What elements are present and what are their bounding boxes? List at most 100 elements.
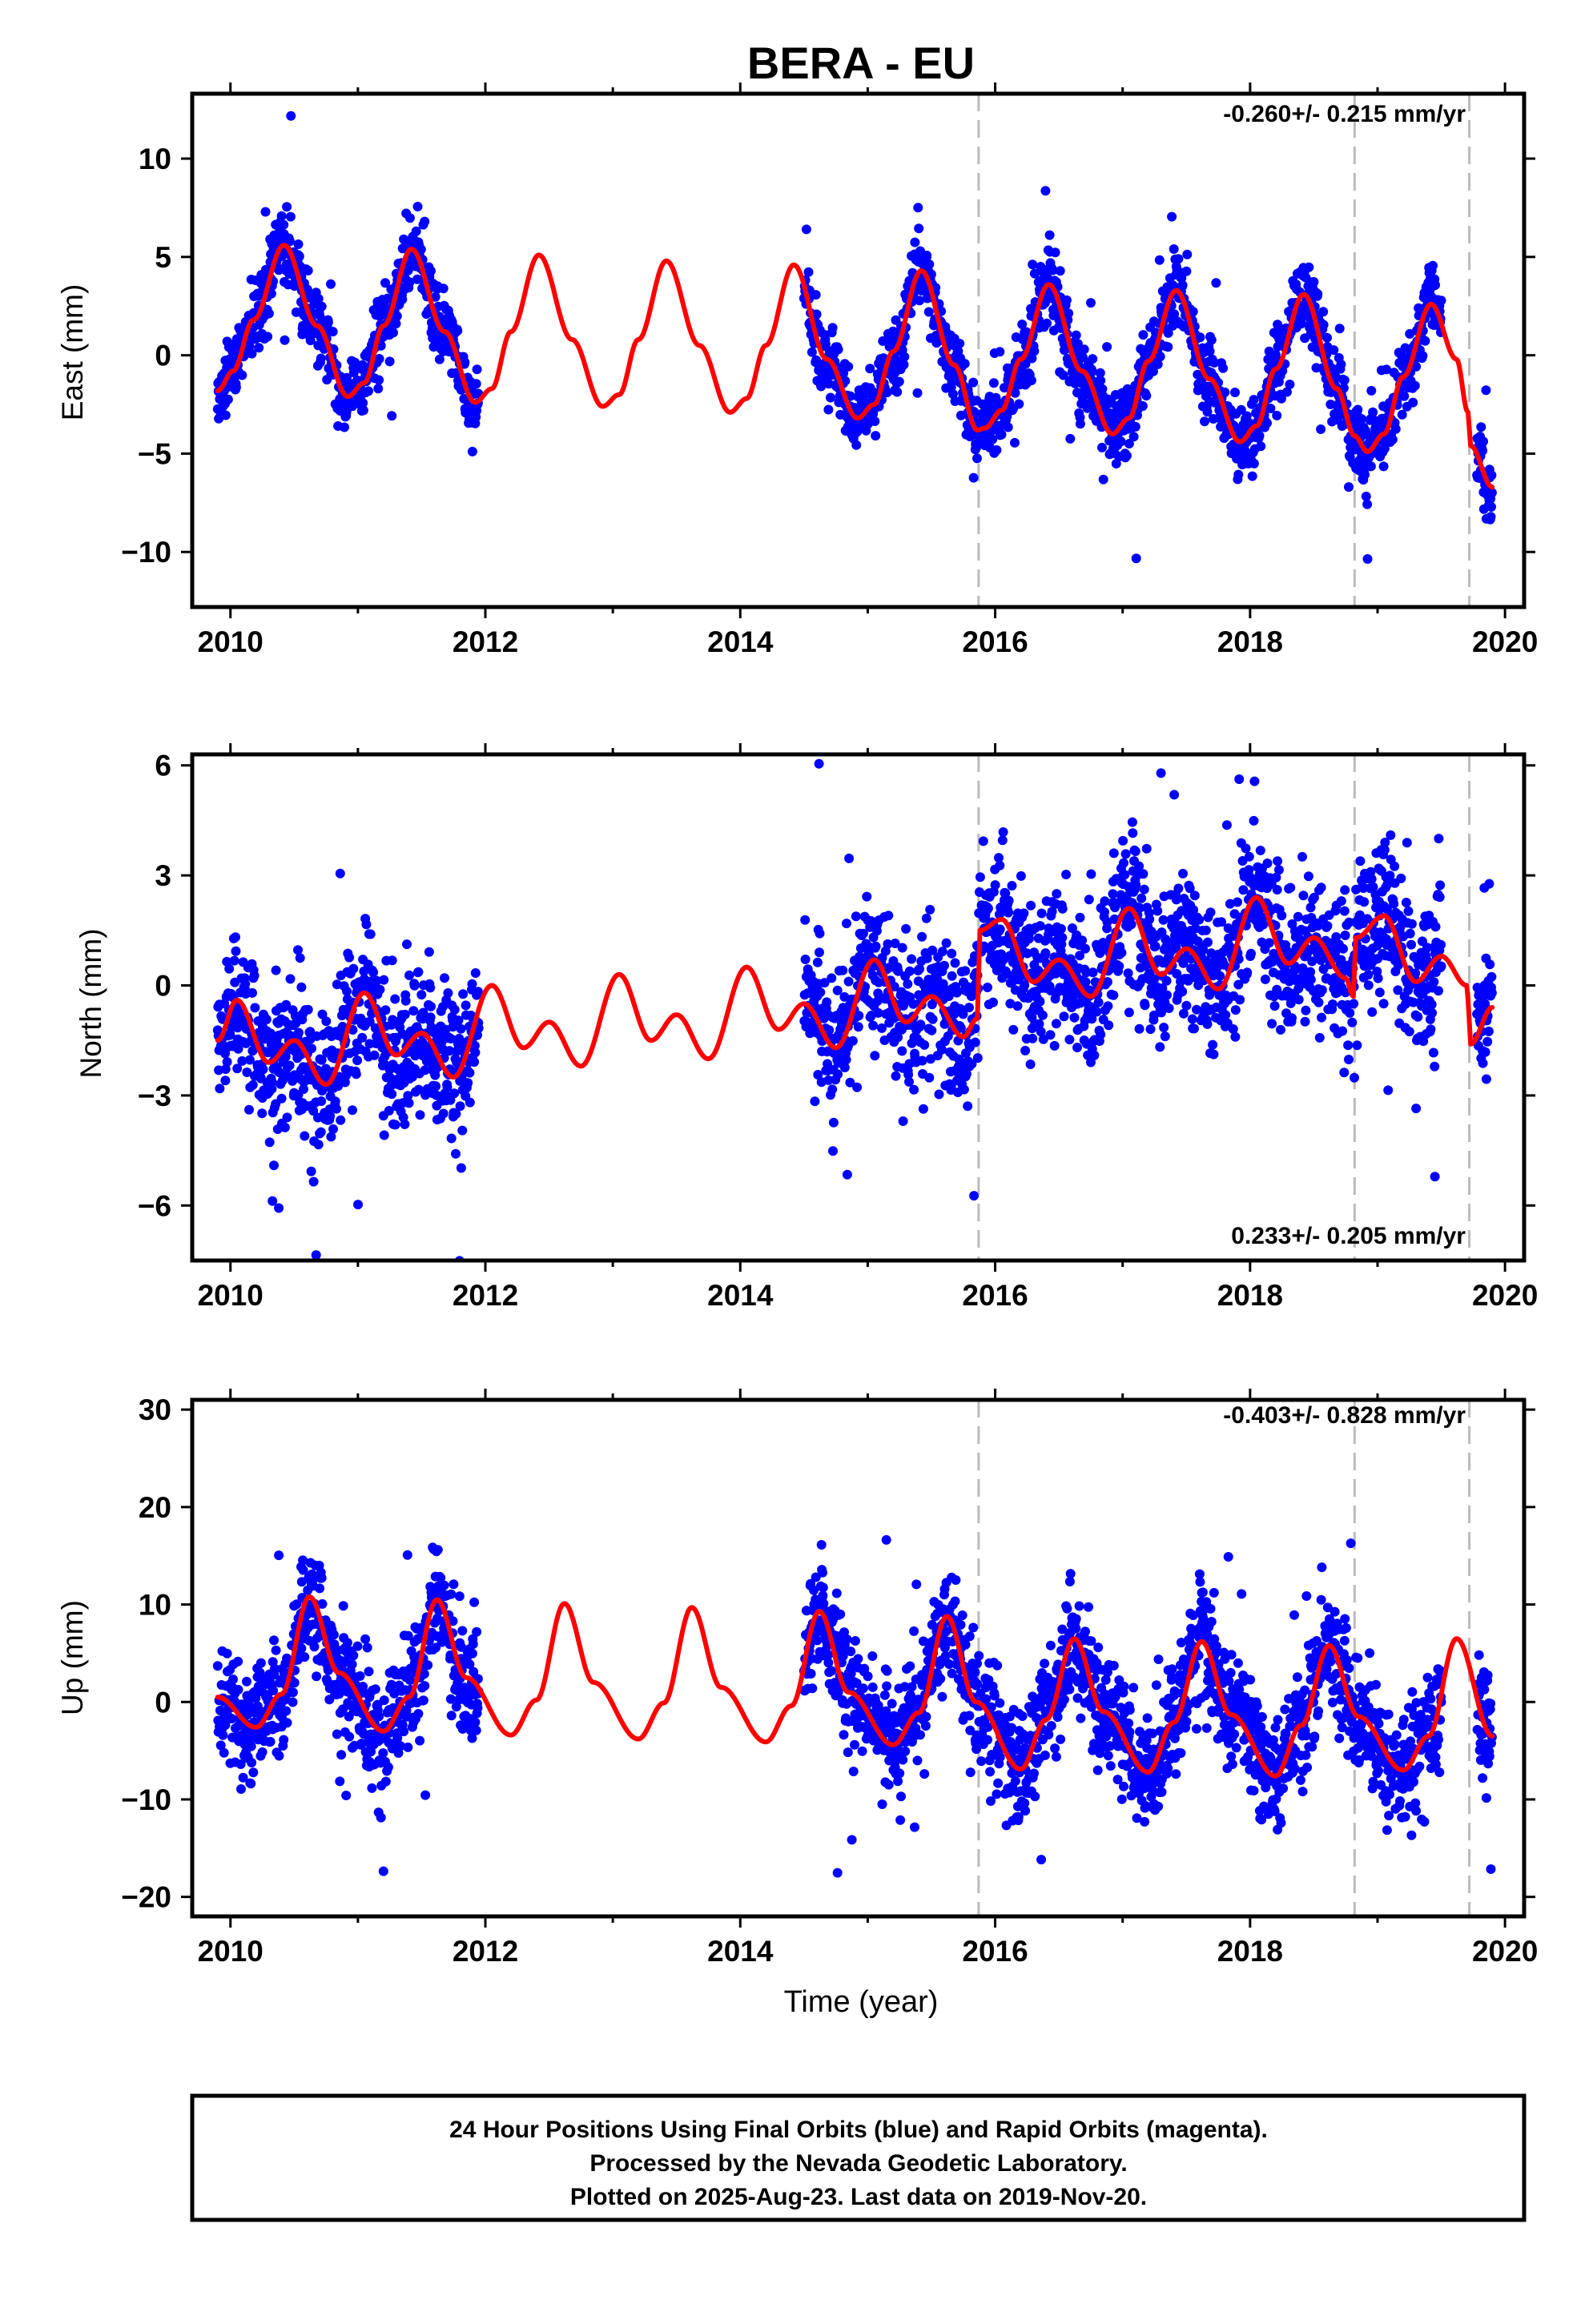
data-point: [1434, 892, 1445, 903]
data-point: [1160, 1031, 1170, 1042]
data-point: [955, 339, 965, 348]
data-point: [1272, 885, 1282, 895]
data-point: [921, 913, 931, 923]
data-point: [1220, 387, 1230, 397]
data-point: [332, 1104, 341, 1114]
data-point: [1397, 409, 1407, 420]
data-point: [922, 251, 932, 260]
data-point: [811, 290, 821, 300]
data-point: [1368, 882, 1378, 892]
data-point: [1139, 884, 1149, 895]
data-point: [220, 1076, 231, 1086]
data-point: [1340, 885, 1350, 895]
data-point: [247, 348, 257, 359]
data-point: [951, 987, 962, 998]
data-point: [1163, 328, 1173, 338]
data-point: [1410, 380, 1420, 391]
data-point: [941, 938, 951, 948]
data-point: [1148, 366, 1158, 376]
data-point: [308, 1176, 319, 1187]
data-point: [472, 364, 482, 375]
data-point: [465, 1097, 475, 1108]
data-point: [1318, 307, 1329, 317]
data-point: [1064, 308, 1074, 319]
data-point: [972, 453, 982, 464]
data-point: [1150, 941, 1161, 951]
data-point: [1230, 1031, 1241, 1042]
data-point: [1404, 1027, 1414, 1037]
data-point: [293, 239, 304, 249]
y-tick-label: 3: [155, 859, 171, 892]
data-point: [404, 1098, 414, 1108]
data-point: [268, 1686, 279, 1695]
data-point: [271, 965, 281, 975]
data-point: [323, 317, 333, 328]
data-point: [937, 1044, 947, 1055]
data-point: [1097, 384, 1108, 394]
data-point: [1338, 1026, 1348, 1036]
data-point: [281, 1706, 292, 1716]
data-point: [258, 1064, 268, 1075]
data-point: [819, 978, 830, 988]
data-point: [321, 1016, 332, 1027]
data-point: [1010, 437, 1020, 448]
data-point: [1322, 332, 1332, 343]
data-point: [1313, 921, 1323, 931]
data-point: [893, 966, 903, 976]
data-point: [1478, 1058, 1488, 1068]
data-point: [968, 472, 979, 483]
data-point: [889, 982, 899, 991]
data-point: [1249, 815, 1259, 826]
data-point: [1182, 249, 1193, 259]
data-point: [1155, 352, 1165, 362]
data-point: [1374, 987, 1385, 998]
data-point: [1034, 1019, 1044, 1029]
data-point: [1309, 277, 1319, 287]
data-point: [833, 1069, 843, 1080]
data-point: [1434, 834, 1444, 844]
data-point: [248, 1767, 259, 1778]
data-point: [279, 1735, 289, 1745]
data-point: [810, 1096, 820, 1107]
data-point: [1004, 895, 1014, 906]
data-point: [927, 1025, 937, 1035]
data-point: [1104, 1020, 1114, 1031]
data-point: [1359, 897, 1370, 907]
data-point: [257, 1108, 268, 1119]
data-point: [296, 1643, 307, 1654]
data-point: [265, 1736, 276, 1747]
x-tick-label: 2014: [707, 1279, 774, 1312]
data-point: [1281, 387, 1292, 397]
data-point: [1072, 339, 1083, 349]
data-point: [1313, 997, 1324, 1007]
data-point: [1428, 260, 1438, 271]
data-point: [469, 1057, 480, 1068]
data-point: [244, 1055, 255, 1065]
data-point: [964, 1003, 974, 1013]
data-point: [308, 1573, 318, 1583]
data-point: [384, 1106, 394, 1116]
data-point: [955, 1023, 966, 1033]
data-point: [296, 1577, 307, 1587]
data-point: [408, 1006, 419, 1016]
data-point: [384, 356, 395, 367]
data-point: [1300, 1016, 1310, 1027]
data-point: [1003, 422, 1013, 432]
data-point: [947, 971, 957, 981]
data-point: [328, 1124, 338, 1134]
data-point: [1077, 935, 1088, 946]
data-point: [826, 392, 835, 403]
data-point: [1486, 512, 1496, 522]
data-point: [1100, 907, 1109, 917]
x-tick-label: 2016: [962, 625, 1028, 658]
data-point: [1123, 968, 1133, 979]
data-point: [1118, 835, 1128, 846]
data-point: [1209, 1049, 1219, 1059]
data-point: [238, 1772, 248, 1783]
data-point: [1187, 1014, 1197, 1024]
data-point: [1314, 1032, 1325, 1043]
data-point: [1087, 367, 1097, 376]
data-point: [1411, 361, 1422, 372]
